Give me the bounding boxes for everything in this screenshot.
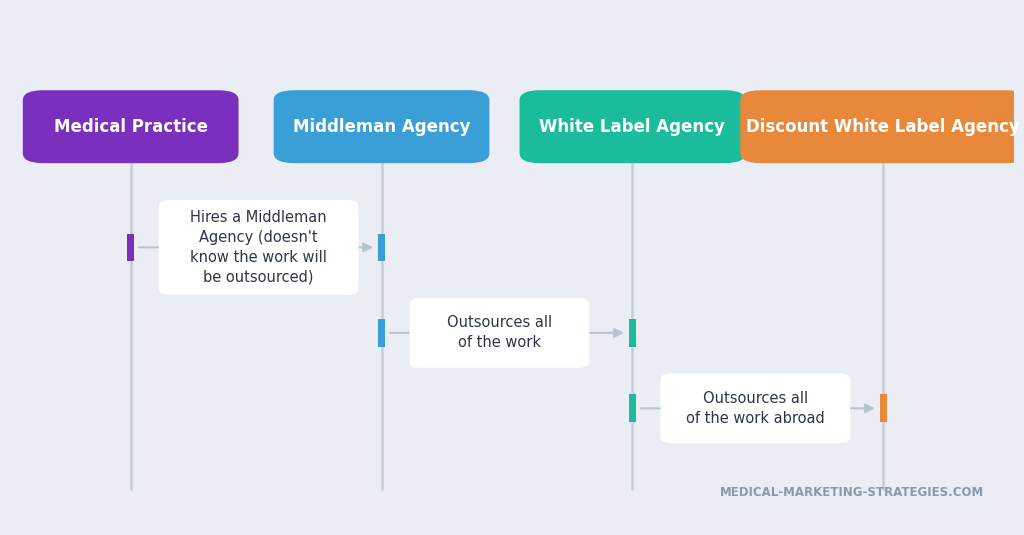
FancyBboxPatch shape <box>410 298 589 368</box>
Text: Medical Practice: Medical Practice <box>53 118 208 136</box>
Text: Middleman Agency: Middleman Agency <box>293 118 470 136</box>
Text: MEDICAL-MARKETING-STRATEGIES.COM: MEDICAL-MARKETING-STRATEGIES.COM <box>720 486 984 499</box>
FancyBboxPatch shape <box>880 394 887 422</box>
FancyBboxPatch shape <box>660 373 850 444</box>
FancyBboxPatch shape <box>629 394 636 422</box>
Text: Outsources all
of the work: Outsources all of the work <box>446 316 552 350</box>
Text: Discount White Label Agency: Discount White Label Agency <box>746 118 1020 136</box>
FancyBboxPatch shape <box>378 319 385 347</box>
FancyBboxPatch shape <box>23 90 239 163</box>
FancyBboxPatch shape <box>519 90 745 163</box>
FancyBboxPatch shape <box>740 90 1024 163</box>
Text: Outsources all
of the work abroad: Outsources all of the work abroad <box>686 391 824 426</box>
FancyBboxPatch shape <box>273 90 489 163</box>
FancyBboxPatch shape <box>378 234 385 261</box>
FancyBboxPatch shape <box>159 200 358 295</box>
FancyBboxPatch shape <box>127 234 134 261</box>
Text: White Label Agency: White Label Agency <box>540 118 725 136</box>
Text: Hires a Middleman
Agency (doesn't
know the work will
be outsourced): Hires a Middleman Agency (doesn't know t… <box>190 210 327 285</box>
FancyBboxPatch shape <box>629 319 636 347</box>
